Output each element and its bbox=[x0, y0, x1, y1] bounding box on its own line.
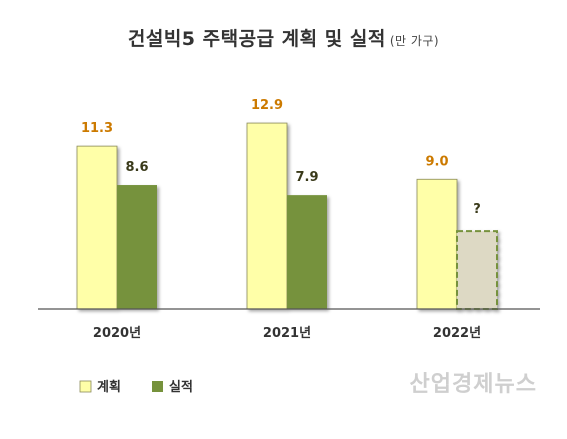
x-tick-label-1: 2021년 bbox=[263, 326, 311, 341]
data-label-actual-0: 8.6 bbox=[125, 160, 148, 175]
data-label-plan-1: 12.9 bbox=[251, 98, 283, 113]
data-label-actual-2: ? bbox=[473, 202, 481, 217]
bar-plan-0 bbox=[76, 145, 118, 310]
legend-swatch-actual bbox=[152, 381, 163, 392]
legend-label-plan: 계획 bbox=[97, 379, 121, 395]
chart-title-unit: (만 가구) bbox=[389, 34, 440, 48]
bar-plan-2 bbox=[416, 178, 458, 310]
legend-swatch-plan bbox=[79, 380, 92, 393]
bar-actual-1 bbox=[287, 195, 327, 309]
x-tick-label-2: 2022년 bbox=[433, 326, 481, 341]
chart-title: 건설빅5 주택공급 계획 및 실적 (만 가구) bbox=[0, 24, 567, 51]
legend-label-actual: 실적 bbox=[169, 379, 193, 395]
bar-plan-1 bbox=[246, 122, 288, 310]
data-label-actual-1: 7.9 bbox=[295, 170, 318, 185]
data-label-plan-0: 11.3 bbox=[81, 121, 113, 136]
chart-title-text: 건설빅5 주택공급 계획 및 실적 bbox=[127, 28, 386, 50]
data-label-plan-2: 9.0 bbox=[425, 154, 448, 169]
x-tick-label-0: 2020년 bbox=[93, 326, 141, 341]
bar-actual-0 bbox=[117, 185, 157, 309]
watermark: 산업경제뉴스 bbox=[409, 372, 537, 397]
bar-actual-unknown-2 bbox=[456, 230, 498, 310]
